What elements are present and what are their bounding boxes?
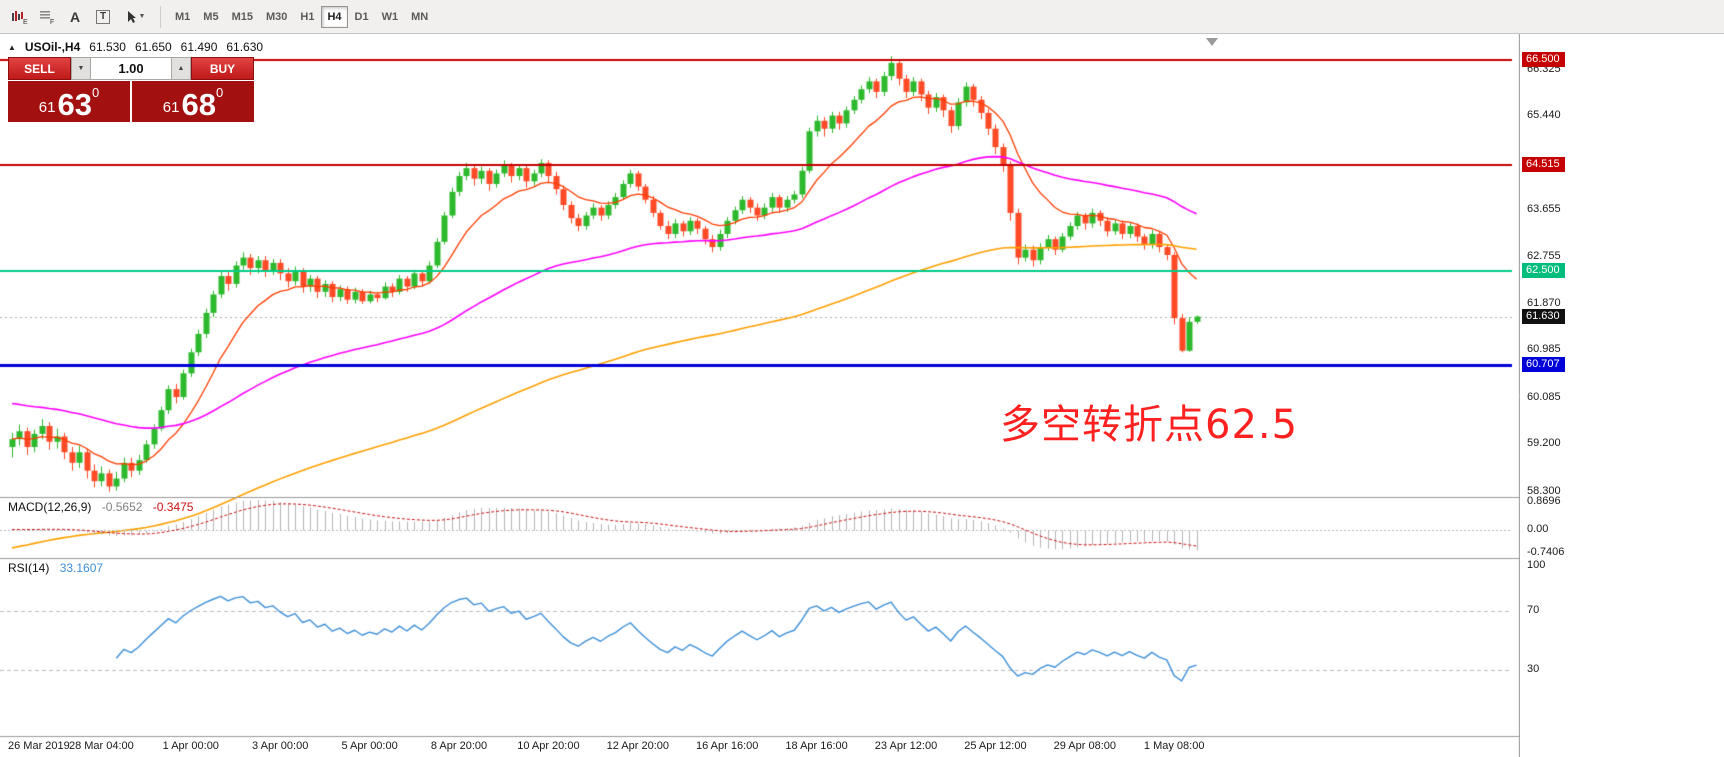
svg-text:F: F <box>50 19 54 25</box>
time-axis-label: 29 Apr 08:00 <box>1053 740 1116 752</box>
time-axis-label: 1 May 08:00 <box>1143 740 1205 752</box>
timeframe-button-h4[interactable]: H4 <box>321 5 348 28</box>
toolbar-separator <box>160 5 161 28</box>
volumes-grid-icon[interactable]: F <box>34 5 60 29</box>
timeframe-button-w1[interactable]: W1 <box>376 6 405 28</box>
text-label-icon: A <box>69 8 81 25</box>
volumes-grid-icon: F <box>39 10 54 25</box>
timeframe-button-m30[interactable]: M30 <box>260 6 293 28</box>
timeframe-button-m15[interactable]: M15 <box>226 6 259 28</box>
text-box-icon[interactable]: T <box>90 5 116 29</box>
macd-main-value: -0.5652 <box>101 500 143 514</box>
time-axis-label: 18 Apr 16:00 <box>785 740 848 752</box>
ohlc-low: 61.490 <box>180 40 218 54</box>
timeframe-button-mn[interactable]: MN <box>405 6 434 28</box>
price-axis: 66.325 65.440 63.655 62.755 61.870 60.985 60.0… <box>1521 34 1723 757</box>
macd-title: MACD(12,26,9) <box>8 500 92 514</box>
buy-price-display[interactable]: 61 68 0 <box>132 81 254 122</box>
text-label-icon[interactable]: A <box>62 5 88 29</box>
buy-price-prefix: 61 <box>162 99 180 116</box>
price-axis-label: 58.300 <box>1527 484 1561 497</box>
time-axis-label: 12 Apr 20:00 <box>606 740 669 752</box>
ohlc-open: 61.530 <box>89 40 126 54</box>
cursor-tool-button[interactable]: ▼ <box>118 5 152 29</box>
one-click-panel-toggle-icon[interactable]: ▲ <box>8 42 16 52</box>
timeframe-button-h1[interactable]: H1 <box>294 6 320 28</box>
symbol-timeframe-label: USOil-,H4 <box>24 40 81 54</box>
price-axis-label: 60.985 <box>1527 343 1561 356</box>
time-axis-label: 8 Apr 20:00 <box>430 740 488 752</box>
time-axis: 26 Mar 2019 28 Mar 04:00 1 Apr 00:00 3 Apr … <box>0 737 1520 757</box>
timeframe-button-m1[interactable]: M1 <box>169 6 196 28</box>
price-level-badge: 62.500 <box>1522 262 1565 278</box>
timeframe-button-m5[interactable]: M5 <box>197 6 224 28</box>
price-axis-label: 62.755 <box>1527 250 1561 263</box>
volume-decrease-button[interactable]: ▼ <box>71 57 91 80</box>
rsi-title: RSI(14) <box>8 561 50 575</box>
macd-signal-value: -0.3475 <box>152 500 194 514</box>
time-axis-label: 23 Apr 12:00 <box>874 740 938 752</box>
sell-price-sup: 0 <box>91 85 100 100</box>
time-axis-label: 28 Mar 04:00 <box>68 740 134 752</box>
buy-button[interactable]: BUY <box>191 57 254 80</box>
price-axis-label: 63.655 <box>1527 202 1561 215</box>
ohlc-close: 61.630 <box>226 40 264 54</box>
price-axis-label: 59.200 <box>1527 437 1561 450</box>
price-level-badge: 61.630 <box>1522 308 1565 324</box>
svg-text:E: E <box>23 19 28 25</box>
chevron-down-icon: ▼ <box>138 13 146 20</box>
time-axis-label: 16 Apr 16:00 <box>695 740 759 752</box>
time-axis-label: 3 Apr 00:00 <box>252 740 309 752</box>
top-toolbar: E F A T ▼ M1 M5 M15 M30 H1 H4 D1 W1 MN <box>0 0 1724 34</box>
volume-increase-button[interactable]: ▲ <box>171 57 191 80</box>
time-axis-label: 26 Mar 2019 <box>8 740 70 752</box>
sell-price-prefix: 61 <box>38 99 56 116</box>
chart-shift-marker-icon[interactable] <box>1206 38 1218 46</box>
rsi-axis-label: 100 <box>1527 559 1546 572</box>
ohlc-high: 61.650 <box>134 40 172 54</box>
volume-input[interactable] <box>91 57 171 80</box>
price-level-badge: 66.500 <box>1522 52 1565 68</box>
chart-annotation-text: 多空转折点62.5 <box>1000 402 1299 448</box>
macd-axis-label: 0.00 <box>1527 522 1549 535</box>
buy-price-sup: 0 <box>215 85 224 100</box>
chart-plot-area[interactable] <box>0 34 1520 757</box>
price-axis-label: 65.440 <box>1527 109 1561 122</box>
rsi-value: 33.1607 <box>59 561 104 575</box>
time-axis-label: 25 Apr 12:00 <box>964 740 1027 752</box>
sell-price-display[interactable]: 61 63 0 <box>8 81 130 122</box>
timeframe-button-d1[interactable]: D1 <box>349 6 375 28</box>
sell-price-big: 63 <box>57 86 92 122</box>
price-axis-label: 61.870 <box>1527 296 1561 309</box>
timeframe-toolbar: M1 M5 M15 M30 H1 H4 D1 W1 MN <box>169 5 434 28</box>
price-axis-label: 60.085 <box>1527 390 1561 403</box>
bar-charts-icon: E <box>11 10 28 25</box>
time-axis-label: 1 Apr 00:00 <box>162 740 219 752</box>
time-axis-label: 10 Apr 20:00 <box>517 740 580 752</box>
rsi-axis-label: 70 <box>1527 603 1540 616</box>
chart-header: ▲ USOil-,H4 61.530 61.650 61.490 61.630 <box>8 40 263 54</box>
bar-charts-icon[interactable]: E <box>6 5 32 29</box>
sell-button[interactable]: SELL <box>8 57 71 80</box>
rsi-axis-label: 30 <box>1527 662 1540 675</box>
price-level-badge: 64.515 <box>1522 156 1565 172</box>
macd-axis-label: 0.8696 <box>1527 495 1561 508</box>
text-box-icon: T <box>95 9 111 24</box>
rsi-pane-header: RSI(14) 33.1607 <box>8 561 103 575</box>
buy-price-big: 68 <box>181 86 216 122</box>
macd-pane-header: MACD(12,26,9) -0.5652 -0.3475 <box>8 500 193 514</box>
macd-axis-label: -0.7406 <box>1527 545 1565 558</box>
time-axis-label: 5 Apr 00:00 <box>341 740 398 752</box>
cursor-tool-icon <box>127 10 136 23</box>
price-level-badge: 60.707 <box>1522 357 1565 373</box>
